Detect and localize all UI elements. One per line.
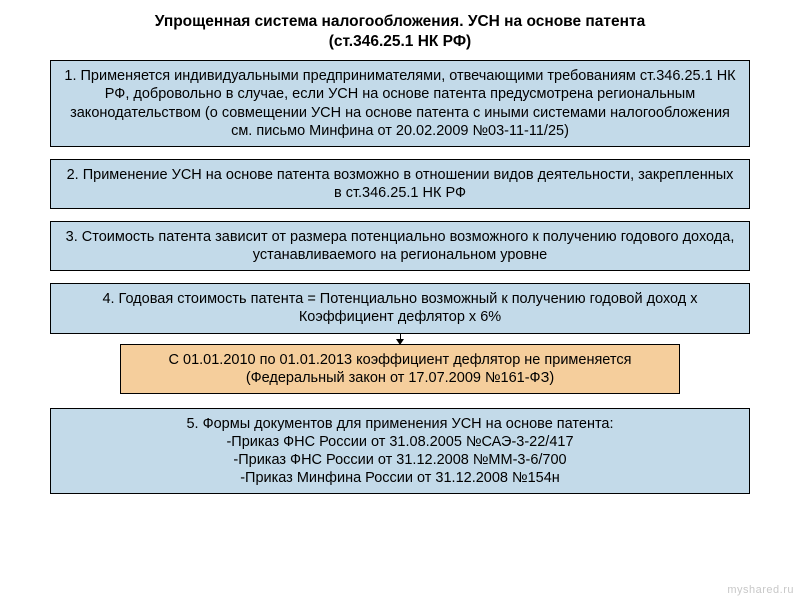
title-line-2: (ст.346.25.1 НК РФ) bbox=[329, 33, 471, 50]
info-box-2: 2. Применение УСН на основе патента возм… bbox=[50, 159, 750, 209]
highlight-box: С 01.01.2010 по 01.01.2013 коэффициент д… bbox=[120, 344, 680, 394]
page-title: Упрощенная система налогообложения. УСН … bbox=[155, 12, 645, 52]
info-box-5-line-4: -Приказ Минфина России от 31.12.2008 №15… bbox=[240, 470, 560, 486]
info-box-5: 5. Формы документов для применения УСН н… bbox=[50, 408, 750, 495]
info-box-1: 1. Применяется индивидуальными предприни… bbox=[50, 60, 750, 147]
info-box-4: 4. Годовая стоимость патента = Потенциал… bbox=[50, 283, 750, 333]
info-box-5-line-2: -Приказ ФНС России от 31.08.2005 №САЭ-3-… bbox=[226, 434, 573, 450]
info-box-4-text: 4. Годовая стоимость патента = Потенциал… bbox=[102, 291, 697, 325]
info-box-3: 3. Стоимость патента зависит от размера … bbox=[50, 221, 750, 271]
info-box-3-text: 3. Стоимость патента зависит от размера … bbox=[66, 229, 735, 263]
info-box-1-text: 1. Применяется индивидуальными предприни… bbox=[64, 68, 735, 138]
title-line-1: Упрощенная система налогообложения. УСН … bbox=[155, 13, 645, 30]
info-box-5-line-1: 5. Формы документов для применения УСН н… bbox=[186, 416, 613, 432]
info-box-2-text: 2. Применение УСН на основе патента возм… bbox=[67, 167, 734, 201]
highlight-line-2: (Федеральный закон от 17.07.2009 №161-ФЗ… bbox=[246, 370, 554, 386]
info-box-5-line-3: -Приказ ФНС России от 31.12.2008 №ММ-3-6… bbox=[233, 452, 566, 468]
highlight-line-1: С 01.01.2010 по 01.01.2013 коэффициент д… bbox=[169, 352, 632, 368]
watermark: myshared.ru bbox=[727, 584, 794, 596]
